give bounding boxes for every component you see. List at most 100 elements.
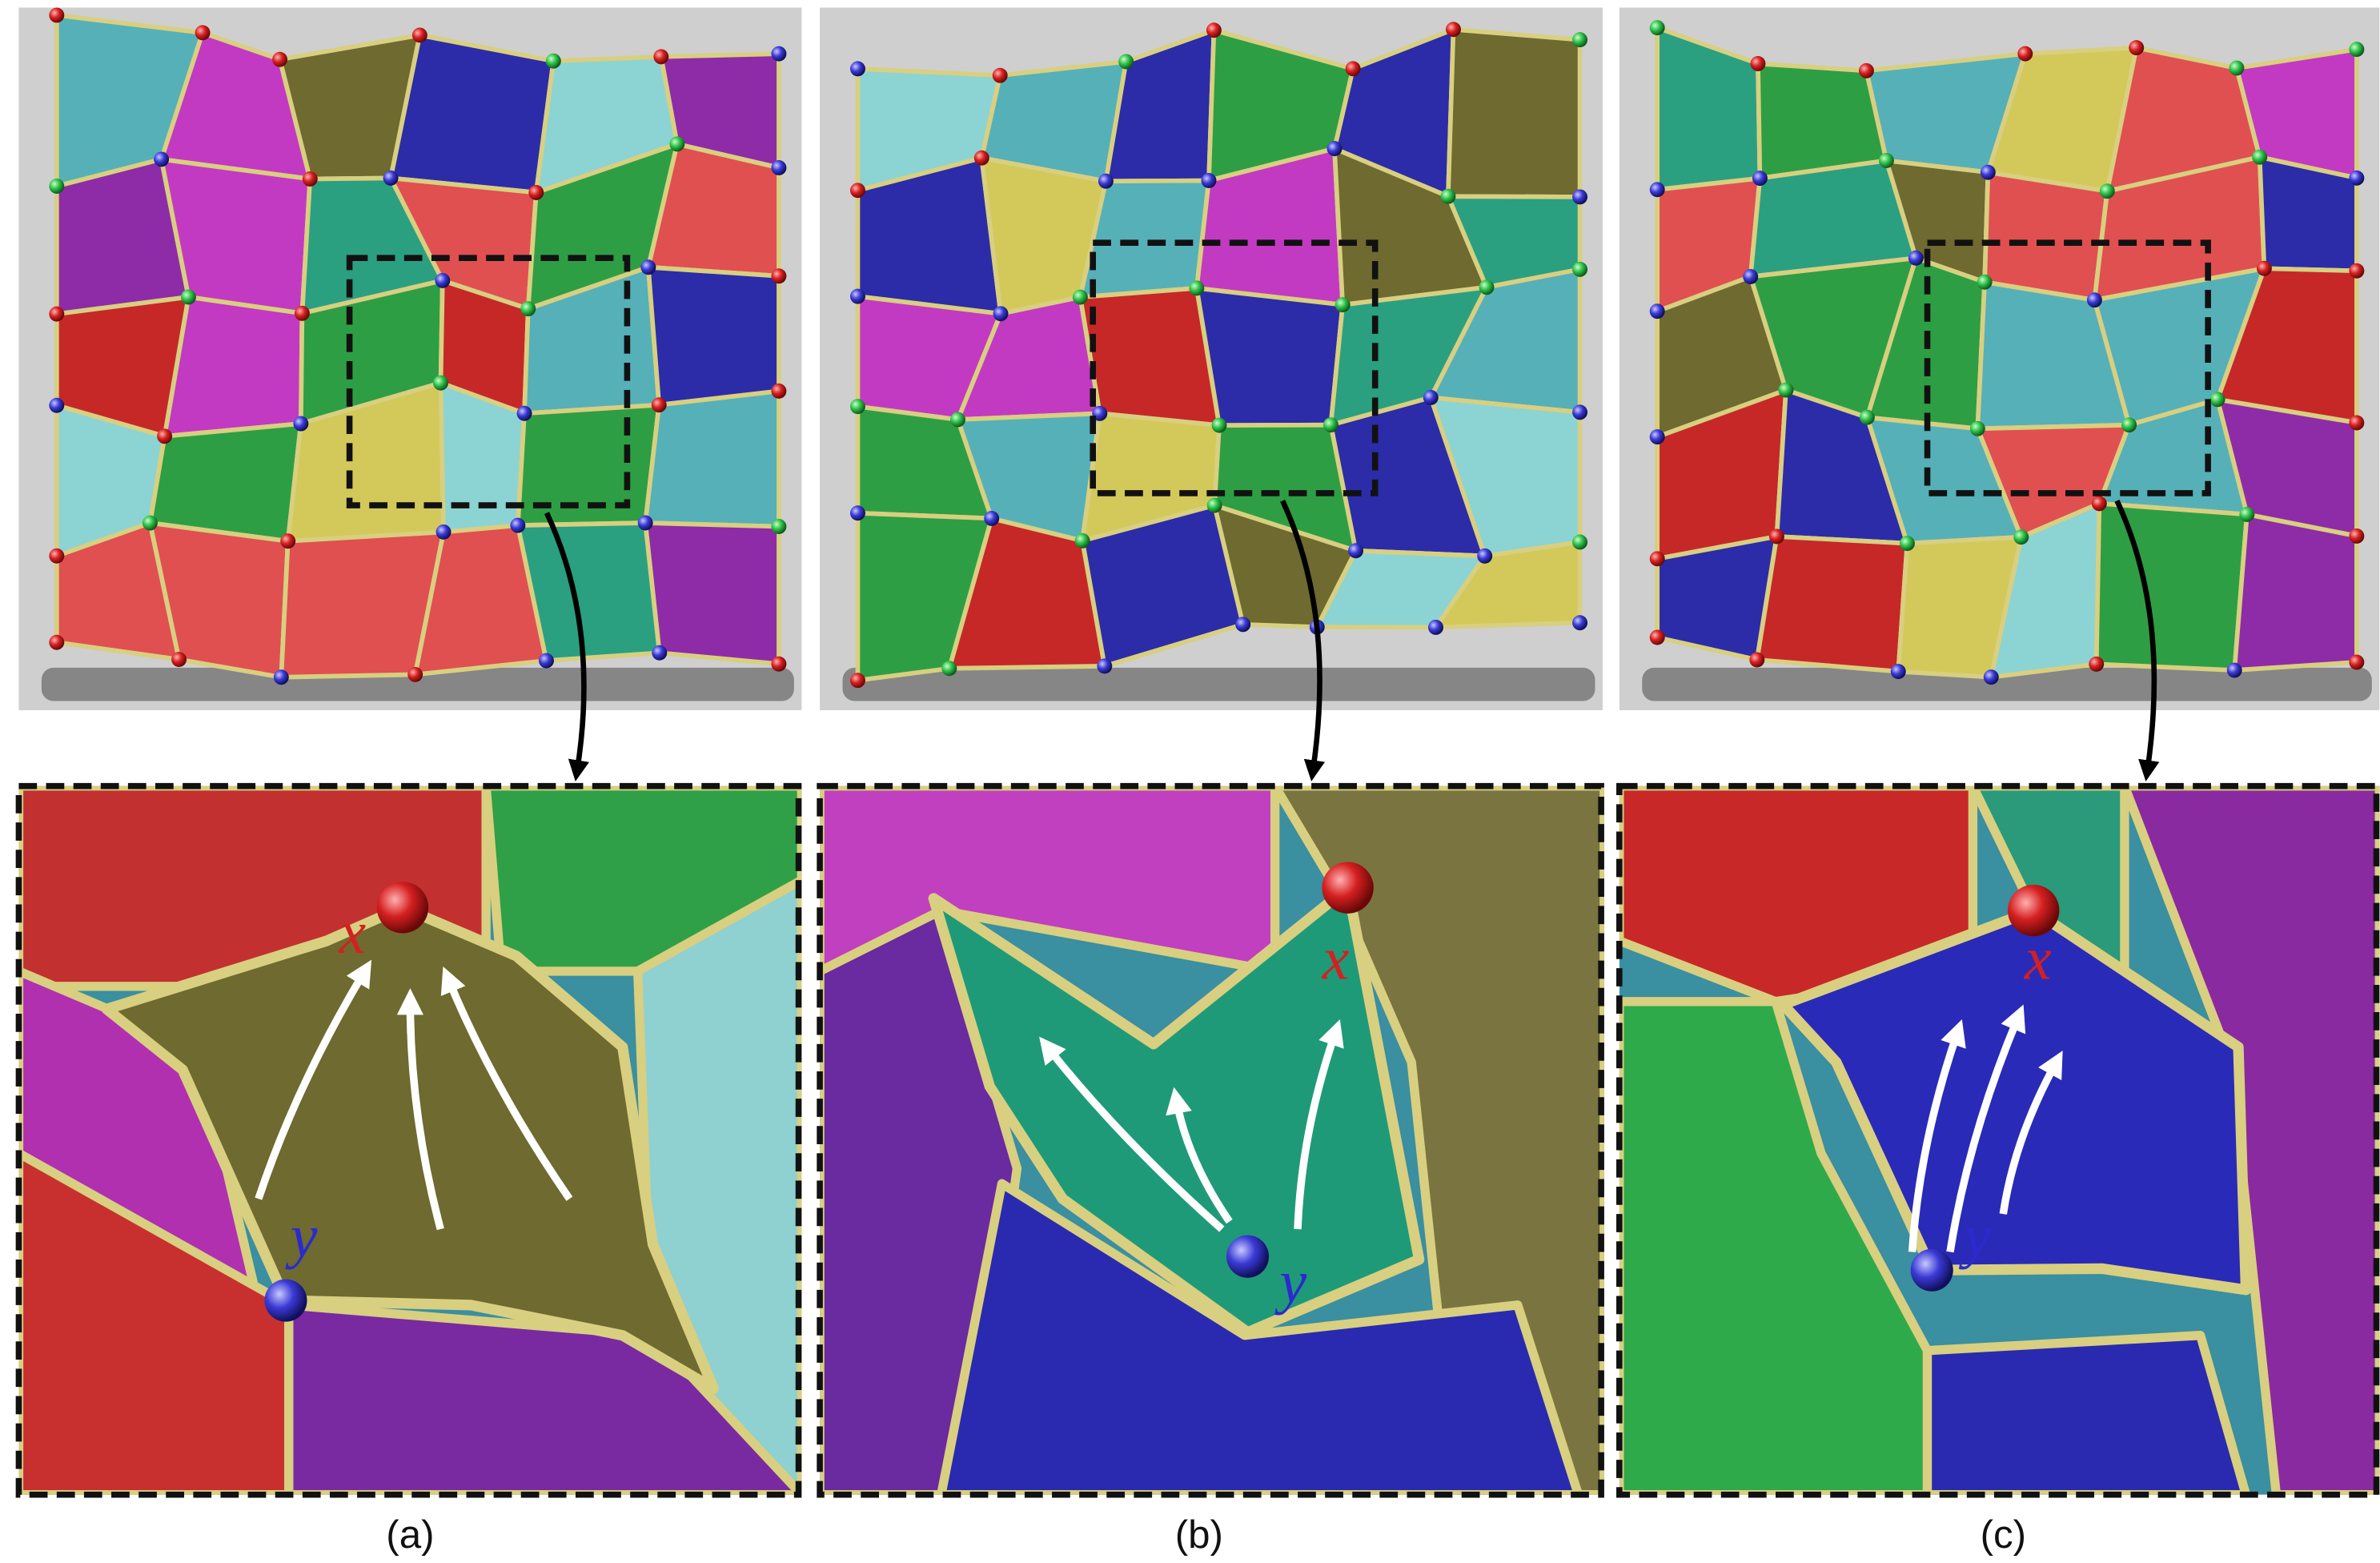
vertex: [1859, 63, 1874, 78]
surface: [42, 7, 794, 701]
vertex: [1769, 529, 1784, 544]
vertex: [293, 416, 308, 432]
vertex: [1572, 404, 1587, 420]
vertex: [2087, 292, 2102, 307]
vertex: [1572, 189, 1587, 204]
vertex: [2349, 655, 2364, 670]
patch: [150, 424, 300, 541]
vertex: [1970, 421, 1985, 436]
vertex: [2349, 42, 2364, 57]
vertex: [1572, 32, 1587, 47]
vertex: [652, 645, 667, 661]
vertex: [1900, 536, 1915, 551]
vertex: [2013, 529, 2029, 544]
label-y: y: [1958, 1203, 1991, 1270]
vertex: [280, 533, 295, 548]
vertex: [2349, 415, 2364, 430]
vertex: [1118, 54, 1134, 69]
vertex: [1650, 20, 1665, 35]
vertex: [2349, 171, 2364, 186]
vertex: [993, 68, 1008, 83]
label-x: x: [1322, 925, 1350, 992]
vertex-x: [377, 882, 428, 933]
vertex: [771, 519, 786, 534]
vertex: [2210, 392, 2225, 407]
vertex: [49, 548, 64, 564]
vertex: [941, 661, 957, 676]
vertex: [850, 505, 865, 520]
label-y: y: [285, 1203, 318, 1270]
vertex: [2349, 263, 2364, 279]
vertex: [1650, 429, 1665, 444]
vertex: [412, 27, 427, 42]
vertex: [49, 179, 64, 194]
caption-a: (a): [386, 1513, 434, 1557]
patch: [2234, 514, 2357, 670]
vertex: [435, 273, 450, 288]
vertex: [49, 307, 64, 322]
vertex: [49, 7, 64, 22]
vertex: [436, 524, 452, 540]
vertex: [1650, 551, 1665, 566]
vertex: [1750, 56, 1765, 71]
vertex: [1477, 548, 1492, 564]
label-y: y: [1274, 1248, 1307, 1316]
surface: [843, 22, 1595, 701]
patch: [645, 391, 779, 526]
vertex: [1650, 303, 1665, 319]
zoom-panel: xy: [1619, 786, 2379, 1495]
zoom-panel: xy: [18, 786, 801, 1495]
vertex: [274, 669, 289, 685]
vertex: [850, 399, 865, 414]
vertex: [652, 397, 667, 412]
vertex: [49, 635, 64, 650]
vertex: [1749, 653, 1764, 668]
vertex: [1650, 630, 1665, 645]
vertex: [195, 25, 211, 40]
vertex-x: [1322, 862, 1373, 913]
vertex: [640, 259, 656, 275]
vertex: [1212, 418, 1227, 433]
vertex: [142, 516, 158, 531]
vertex: [1981, 165, 1996, 180]
patch: [165, 297, 303, 436]
vertex: [2092, 496, 2107, 511]
vertex: [1572, 535, 1587, 550]
label-x: x: [339, 899, 367, 966]
vertex: [1073, 290, 1088, 305]
patch: [1448, 30, 1580, 197]
vertex: [771, 657, 786, 672]
vertex: [1327, 141, 1343, 156]
vertex: [1891, 664, 1906, 679]
patch: [391, 35, 553, 193]
vertex-y: [1911, 1249, 1953, 1292]
vertex: [1752, 171, 1768, 186]
vertex: [2349, 528, 2364, 544]
vertex: [1778, 383, 1793, 398]
vertex: [272, 52, 287, 67]
vertex: [2100, 183, 2115, 199]
vertex: [1984, 669, 1999, 685]
vertex: [510, 518, 525, 533]
vertex: [383, 171, 399, 186]
vertex: [2252, 150, 2267, 165]
caption-c: (c): [1981, 1513, 2026, 1557]
vertex: [850, 673, 865, 688]
vertex: [669, 136, 684, 151]
vertex: [771, 384, 786, 399]
vertex: [520, 301, 536, 316]
vertex: [974, 151, 989, 166]
patch: [1985, 172, 2107, 299]
vertex: [1440, 189, 1455, 204]
vertex: [528, 185, 544, 200]
vertex: [407, 667, 423, 682]
vertex: [2121, 417, 2137, 432]
vertex: [1977, 275, 1993, 290]
vertex: [1075, 533, 1090, 548]
vertex: [1479, 279, 1495, 295]
vertex: [1860, 410, 1875, 425]
figure: xyxyxy (a) (b) (c): [0, 0, 2380, 1563]
vertex: [1428, 620, 1443, 635]
patch: [645, 523, 779, 664]
